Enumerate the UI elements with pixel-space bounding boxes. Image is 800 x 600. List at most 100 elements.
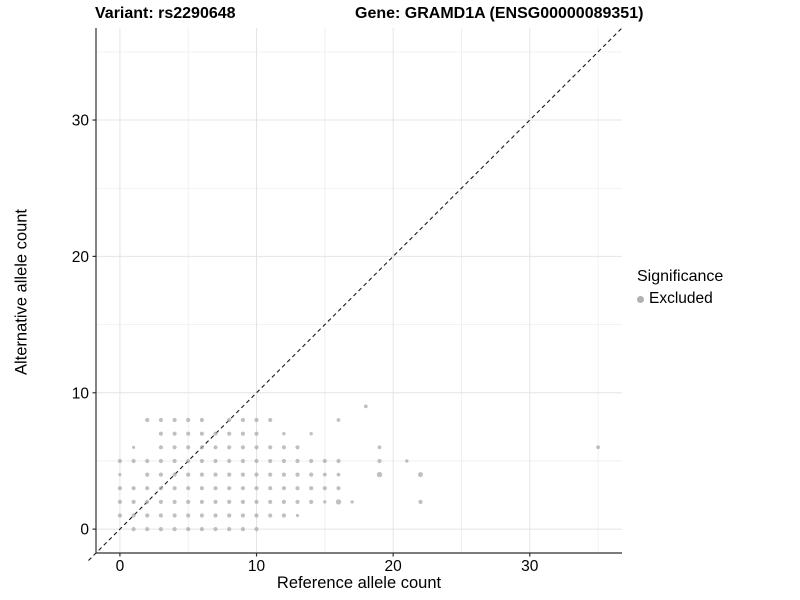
- data-point: [131, 499, 136, 504]
- data-point: [131, 527, 136, 532]
- data-point: [240, 458, 245, 464]
- data-point: [172, 417, 177, 423]
- data-point: [117, 499, 122, 504]
- data-point: [322, 486, 327, 491]
- data-point: [295, 486, 300, 491]
- data-point: [172, 431, 177, 436]
- legend-title: Significance: [637, 268, 724, 285]
- data-point: [158, 417, 163, 423]
- data-point: [363, 404, 368, 409]
- data-point: [377, 458, 382, 464]
- legend: Significance Excluded: [637, 268, 723, 308]
- data-point: [158, 458, 163, 464]
- data-point: [172, 445, 177, 450]
- data-point: [145, 472, 150, 477]
- data-point: [254, 486, 259, 491]
- legend-item-label: Excluded: [649, 290, 713, 307]
- data-point: [240, 513, 245, 518]
- data-point: [172, 458, 177, 464]
- legend-item-excluded: Excluded: [637, 290, 723, 308]
- data-point: [254, 458, 259, 464]
- data-point: [213, 527, 218, 532]
- data-point: [322, 472, 327, 477]
- data-point: [240, 445, 245, 450]
- y-tick-label: 30: [72, 113, 90, 130]
- identity-line: [88, 27, 623, 561]
- data-point: [158, 513, 163, 518]
- data-point: [227, 431, 232, 436]
- data-point: [213, 445, 218, 450]
- data-point: [227, 458, 232, 464]
- data-point: [213, 458, 218, 464]
- data-point: [254, 431, 259, 436]
- data-point: [295, 499, 300, 504]
- data-point: [186, 527, 191, 532]
- data-point: [186, 431, 191, 436]
- data-point: [199, 472, 204, 477]
- gene-title: Gene: GRAMD1A (ENSG00000089351): [355, 5, 644, 22]
- data-point: [281, 513, 286, 518]
- data-point: [158, 499, 163, 504]
- data-point: [118, 473, 122, 477]
- data-point: [145, 458, 150, 464]
- data-point: [145, 513, 150, 518]
- y-ticks: 0 10 20 30: [72, 113, 96, 539]
- data-point: [213, 472, 218, 477]
- data-point: [254, 445, 259, 450]
- data-point: [336, 486, 341, 491]
- data-point: [281, 472, 286, 477]
- data-point: [131, 486, 136, 491]
- data-point: [268, 472, 273, 477]
- data-point: [199, 431, 204, 436]
- data-point: [254, 527, 259, 532]
- data-point: [295, 472, 300, 477]
- data-point: [240, 431, 245, 436]
- data-point: [282, 432, 286, 436]
- data-point: [295, 513, 300, 518]
- data-point: [336, 418, 341, 422]
- data-point: [281, 499, 286, 504]
- x-axis-title: Reference allele count: [276, 574, 442, 592]
- data-point: [132, 445, 136, 449]
- data-point: [186, 417, 191, 423]
- data-point: [186, 445, 191, 450]
- data-point: [213, 499, 218, 504]
- data-point: [227, 472, 232, 477]
- excluded-point-icon: [637, 295, 644, 303]
- data-point: [227, 513, 232, 518]
- y-tick-label: 0: [80, 522, 89, 539]
- x-ticks: 0 10 20 30: [116, 553, 539, 575]
- data-point: [268, 486, 273, 491]
- data-point: [254, 499, 259, 504]
- data-point: [131, 458, 136, 464]
- data-point: [240, 499, 245, 504]
- data-point: [158, 431, 163, 436]
- data-point: [336, 472, 341, 477]
- data-point: [186, 472, 191, 477]
- y-tick-label: 20: [72, 249, 90, 266]
- data-point: [418, 499, 423, 504]
- data-point: [172, 499, 177, 504]
- x-tick-label: 10: [248, 558, 266, 575]
- data-point: [186, 513, 191, 518]
- data-point: [281, 445, 286, 450]
- data-point: [309, 499, 314, 504]
- data-point: [227, 527, 232, 532]
- variant-title: Variant: rs2290648: [95, 5, 236, 22]
- data-point: [268, 458, 273, 464]
- y-axis-title: Alternative allele count: [12, 208, 31, 376]
- data-point: [405, 459, 409, 463]
- data-point: [117, 513, 122, 518]
- data-point: [323, 500, 327, 504]
- data-point: [131, 513, 136, 518]
- gridlines: [96, 28, 622, 553]
- data-point: [336, 458, 341, 464]
- data-point: [227, 417, 232, 423]
- data-point: [213, 486, 218, 491]
- data-point: [309, 472, 314, 477]
- data-point: [186, 486, 191, 491]
- data-point: [227, 499, 232, 504]
- data-point: [418, 472, 423, 478]
